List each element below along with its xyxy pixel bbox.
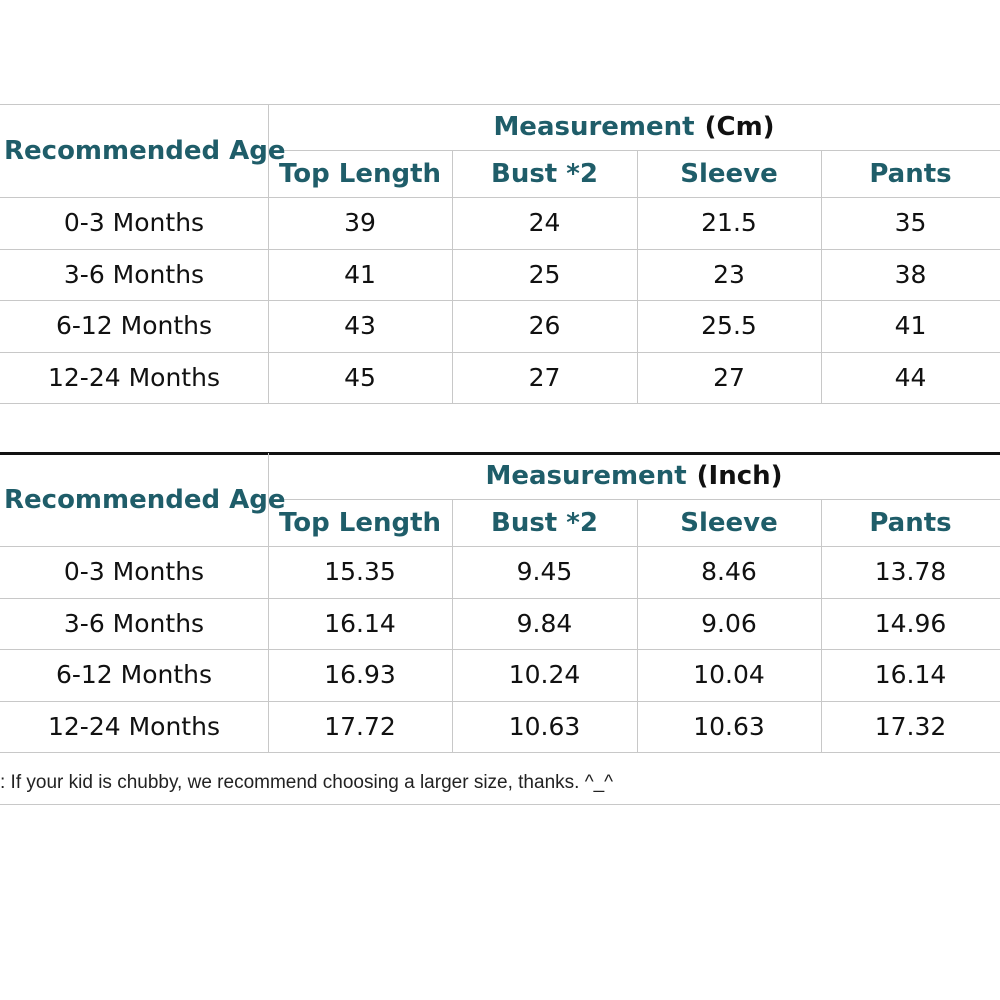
col-line: [268, 104, 269, 403]
row-line: [0, 752, 1000, 753]
value-cell: 9.06: [701, 608, 757, 638]
column-header: Sleeve: [680, 158, 778, 189]
value-cell: 14.96: [874, 608, 947, 638]
col-line: [637, 150, 638, 403]
col-line: [821, 150, 822, 403]
row-line: [0, 452, 1000, 455]
column-header: Pants: [869, 158, 952, 189]
row-line: [0, 104, 1000, 105]
unit-label: (Inch): [696, 461, 783, 491]
measurement-header: Measurement (Cm): [268, 104, 1000, 150]
value-cell: 23: [713, 259, 745, 289]
value-cell: 10.04: [693, 660, 765, 690]
row-line: [0, 597, 1000, 599]
age-cell: 12-24 Months: [48, 362, 220, 392]
value-cell: 24: [528, 208, 561, 238]
column-header: Top Length: [278, 158, 442, 189]
value-cell: 27: [713, 362, 745, 392]
age-cell: 0-3 Months: [63, 557, 205, 587]
row-line: [0, 248, 1000, 250]
value-cell: 9.45: [516, 557, 573, 587]
value-cell: 10.63: [693, 711, 765, 741]
value-cell: 35: [894, 208, 927, 238]
col-line: [637, 499, 638, 752]
value-cell: 17.32: [874, 711, 947, 741]
value-cell: 21.5: [701, 208, 757, 238]
col-line: [821, 499, 822, 752]
row-line: [0, 700, 1000, 702]
age-cell: 12-24 Months: [48, 711, 220, 741]
value-cell: 26: [528, 311, 561, 341]
value-cell: 27: [528, 362, 561, 392]
value-cell: 38: [894, 259, 927, 289]
value-cell: 8.46: [701, 557, 757, 587]
row-line: [0, 197, 1000, 198]
value-cell: 9.84: [516, 608, 573, 638]
column-header: Top Length: [278, 507, 442, 538]
value-cell: 25: [528, 259, 561, 289]
row-line: [268, 150, 1000, 151]
value-cell: 15.35: [324, 557, 396, 587]
row-line: [0, 300, 1000, 301]
age-cell: 6-12 Months: [55, 660, 213, 690]
value-cell: 41: [894, 311, 927, 341]
col-line: [268, 453, 269, 752]
value-cell: 17.72: [324, 711, 396, 741]
row-line: [0, 351, 1000, 353]
age-cell: 3-6 Months: [63, 259, 205, 289]
value-cell: 16.93: [324, 660, 396, 690]
row-line: [268, 499, 1000, 500]
age-cell: 0-3 Months: [63, 208, 205, 238]
age-header: Recommended Age: [4, 484, 286, 515]
value-cell: 43: [344, 311, 376, 341]
value-cell: 41: [344, 259, 376, 289]
row-line: [0, 546, 1000, 547]
value-cell: 16.14: [874, 660, 947, 690]
column-header: Bust *2: [491, 507, 598, 538]
value-cell: 44: [894, 362, 927, 392]
row-line: [0, 403, 1000, 404]
row-line: [0, 804, 1000, 805]
value-cell: 10.24: [508, 660, 581, 690]
measurement-header: Measurement (Inch): [268, 453, 1000, 499]
column-header: Sleeve: [680, 507, 778, 538]
value-cell: 39: [344, 208, 376, 238]
value-cell: 25.5: [701, 311, 757, 341]
value-cell: 13.78: [874, 557, 947, 587]
value-cell: 10.63: [508, 711, 581, 741]
column-header: Pants: [869, 507, 952, 538]
unit-label: (Cm): [704, 112, 775, 142]
age-header: Recommended Age: [4, 135, 286, 166]
value-cell: 16.14: [324, 608, 396, 638]
age-cell: 6-12 Months: [55, 311, 213, 341]
note: : If your kid is chubby, we recommend ch…: [0, 772, 614, 793]
col-line: [452, 499, 453, 752]
row-line: [0, 649, 1000, 650]
measurement-label: Measurement: [493, 112, 695, 142]
col-line: [452, 150, 453, 403]
column-header: Bust *2: [491, 158, 598, 189]
measurement-label: Measurement: [485, 461, 687, 491]
value-cell: 45: [344, 362, 376, 392]
age-cell: 3-6 Months: [63, 608, 205, 638]
